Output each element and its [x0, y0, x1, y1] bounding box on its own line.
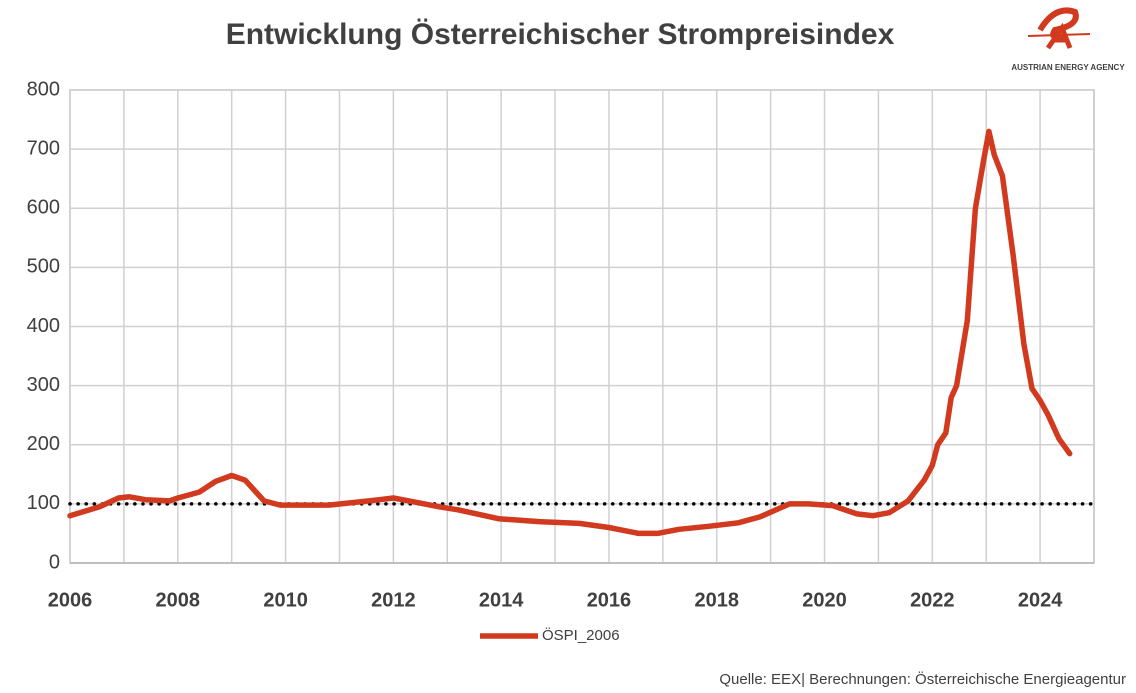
logo: AUSTRIAN ENERGY AGENCY	[1011, 7, 1125, 72]
y-tick-label: 100	[27, 492, 60, 514]
y-tick-label: 500	[27, 256, 60, 278]
x-tick-label: 2016	[587, 589, 632, 611]
logo-a	[1045, 22, 1073, 50]
y-tick-label: 300	[27, 374, 60, 396]
data-line	[67, 128, 1073, 537]
x-tick-label: 2020	[802, 589, 847, 611]
x-tick-label: 2012	[371, 589, 416, 611]
x-tick-label: 2006	[48, 589, 93, 611]
y-tick-label: 0	[49, 551, 60, 573]
source-note: Quelle: EEX| Berechnungen: Österreichisc…	[719, 670, 1126, 688]
x-tick-label: 2010	[263, 589, 308, 611]
y-tick-label: 800	[27, 78, 60, 100]
y-tick-label: 400	[27, 315, 60, 337]
x-tick-label: 2024	[1018, 589, 1063, 611]
chart-title: Entwicklung Österreichischer Strompreisi…	[226, 18, 895, 51]
x-tick-label: 2022	[910, 589, 955, 611]
logo-text: AUSTRIAN ENERGY AGENCY	[1011, 63, 1125, 72]
y-tick-label: 600	[27, 197, 60, 219]
x-tick-label: 2008	[156, 589, 201, 611]
x-tick-label: 2018	[694, 589, 739, 611]
y-tick-label: 200	[27, 433, 60, 455]
logo-swoosh	[1027, 33, 1091, 37]
y-tick-label: 700	[27, 137, 60, 159]
legend-label: ÖSPI_2006	[542, 626, 620, 644]
x-tick-label: 2014	[479, 589, 524, 611]
